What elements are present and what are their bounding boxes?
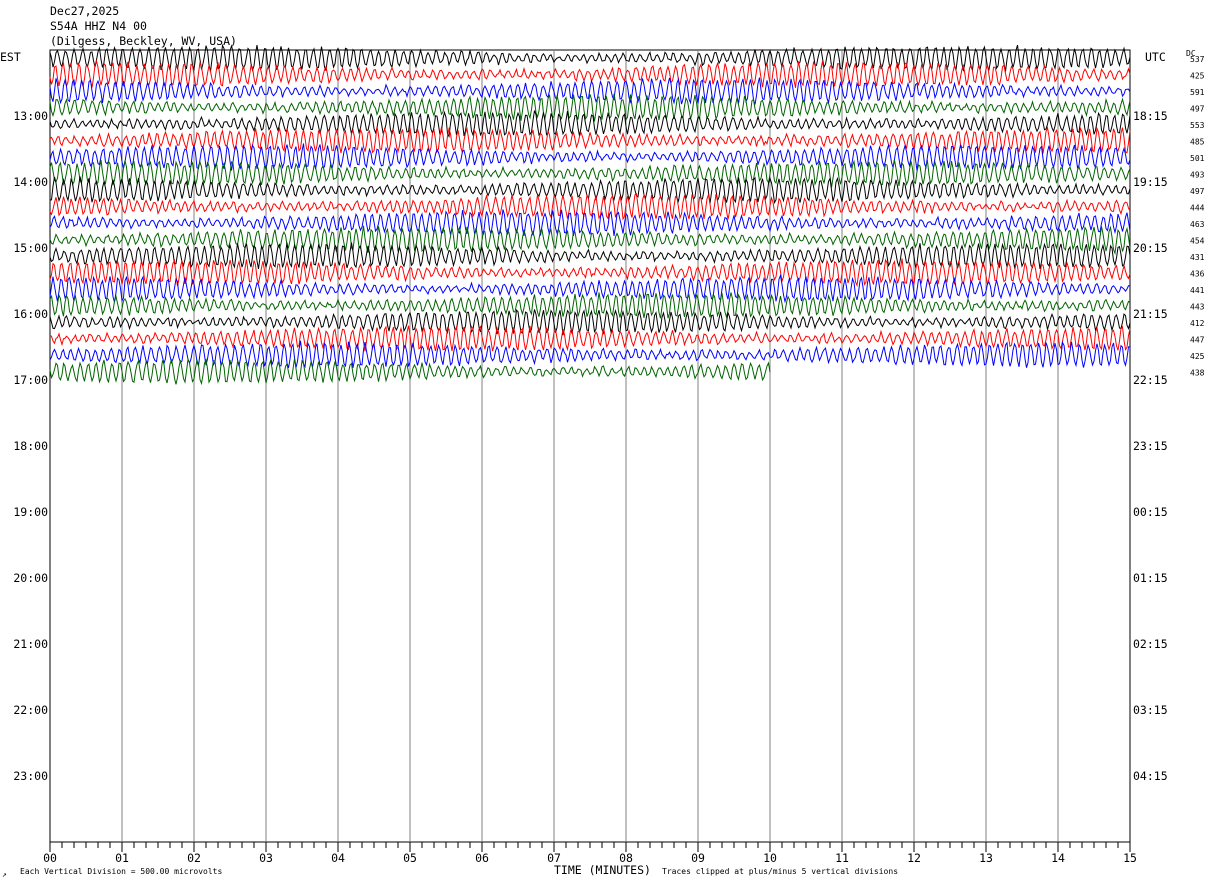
seismic-trace	[49, 192, 1131, 221]
seismic-trace	[49, 242, 1131, 270]
timezone-right-label: UTC	[1145, 50, 1166, 64]
hour-label-local: 23:00	[13, 769, 48, 783]
hour-label-local: 15:00	[13, 241, 48, 255]
hour-label-utc: 20:15	[1133, 241, 1168, 255]
chart-header: Dec27,2025 S54A HHZ N4 00 (Dilgess, Beck…	[50, 4, 237, 49]
x-tick-label: 05	[403, 851, 417, 865]
dc-offset-value: 485	[1190, 138, 1205, 147]
plot-frame	[49, 49, 1131, 843]
footer-scale-note: Each Vertical Division = 500.00 microvol…	[20, 867, 223, 876]
dc-offset-value: 441	[1190, 286, 1205, 295]
dc-offset-value: 497	[1190, 105, 1205, 114]
dc-offset-value: 431	[1190, 253, 1205, 262]
x-axis-label: TIME (MINUTES)	[554, 863, 651, 877]
x-tick-label: 07	[547, 851, 561, 865]
seismic-trace	[49, 43, 1131, 72]
hour-label-local: 20:00	[13, 571, 48, 585]
seismic-trace	[49, 77, 1131, 105]
x-tick-label: 09	[691, 851, 705, 865]
hour-label-utc: 03:15	[1133, 703, 1168, 717]
dc-offset-value: 443	[1190, 303, 1205, 312]
x-tick-label: 11	[835, 851, 849, 865]
header-location: (Dilgess, Beckley, WV, USA)	[50, 34, 237, 48]
dc-offset-value: 444	[1190, 204, 1205, 213]
hour-label-utc: 19:15	[1133, 175, 1168, 189]
seismic-trace	[49, 258, 1131, 288]
seismic-trace	[49, 357, 771, 386]
dc-offset-value: 591	[1190, 88, 1205, 97]
dc-column-label: DC	[1186, 49, 1196, 58]
hour-label-local: 17:00	[13, 373, 48, 387]
dc-offset-value: 438	[1190, 369, 1205, 378]
dc-offset-value: 501	[1190, 154, 1205, 163]
dc-offset-value: 497	[1190, 187, 1205, 196]
x-tick-label: 15	[1123, 851, 1137, 865]
dc-offset-value: 493	[1190, 171, 1205, 180]
dc-offset-value: 447	[1190, 336, 1205, 345]
seismic-trace	[49, 308, 1131, 336]
seismic-trace	[49, 325, 1131, 352]
hour-label-utc: 23:15	[1133, 439, 1168, 453]
hour-label-utc: 00:15	[1133, 505, 1168, 519]
hour-label-utc: 01:15	[1133, 571, 1168, 585]
hour-label-local: 16:00	[13, 307, 48, 321]
hour-label-utc: 04:15	[1133, 769, 1168, 783]
dc-offset-value: 553	[1190, 121, 1205, 130]
hour-label-local: 21:00	[13, 637, 48, 651]
seismic-trace	[49, 110, 1131, 138]
seismic-trace	[49, 292, 1131, 320]
dc-offset-value: 425	[1190, 352, 1205, 361]
timezone-left-label: EST	[0, 50, 21, 64]
seismic-trace	[49, 59, 1131, 89]
seismic-trace	[49, 126, 1131, 154]
x-tick-label: 12	[907, 851, 921, 865]
hour-label-local: 22:00	[13, 703, 48, 717]
hour-label-local: 14:00	[13, 175, 48, 189]
dc-offset-value: 412	[1190, 319, 1205, 328]
dc-offset-value: 454	[1190, 237, 1205, 246]
x-tick-label: 03	[259, 851, 273, 865]
footer-mark: ↗	[2, 870, 7, 879]
dc-offset-value: 436	[1190, 270, 1205, 279]
x-tick-label: 06	[475, 851, 489, 865]
seismic-trace	[49, 93, 1131, 122]
seismic-trace	[49, 340, 1131, 369]
dc-offset-value: 537	[1190, 55, 1205, 64]
hour-label-utc: 18:15	[1133, 109, 1168, 123]
hour-label-utc: 02:15	[1133, 637, 1168, 651]
seismic-trace	[49, 273, 1131, 304]
seismic-trace	[49, 209, 1131, 236]
hour-label-utc: 21:15	[1133, 307, 1168, 321]
dc-offset-value: 463	[1190, 220, 1205, 229]
header-station: S54A HHZ N4 00	[50, 19, 147, 33]
seismic-trace	[49, 143, 1131, 171]
hour-label-local: 18:00	[13, 439, 48, 453]
x-tick-label: 01	[115, 851, 129, 865]
header-date: Dec27,2025	[50, 4, 120, 18]
footer-clip-note: Traces clipped at plus/minus 5 vertical …	[662, 867, 899, 876]
hour-label-local: 13:00	[13, 109, 48, 123]
dc-offset-value: 425	[1190, 72, 1205, 81]
seismic-trace	[49, 159, 1131, 188]
x-tick-label: 04	[331, 851, 345, 865]
x-tick-label: 00	[43, 851, 57, 865]
x-tick-label: 08	[619, 851, 633, 865]
seismic-trace	[49, 176, 1131, 205]
x-tick-label: 10	[763, 851, 777, 865]
seismic-trace	[49, 225, 1131, 256]
x-tick-label: 13	[979, 851, 993, 865]
x-tick-label: 14	[1051, 851, 1065, 865]
hour-label-utc: 22:15	[1133, 373, 1168, 387]
hour-label-local: 19:00	[13, 505, 48, 519]
x-tick-label: 02	[187, 851, 201, 865]
